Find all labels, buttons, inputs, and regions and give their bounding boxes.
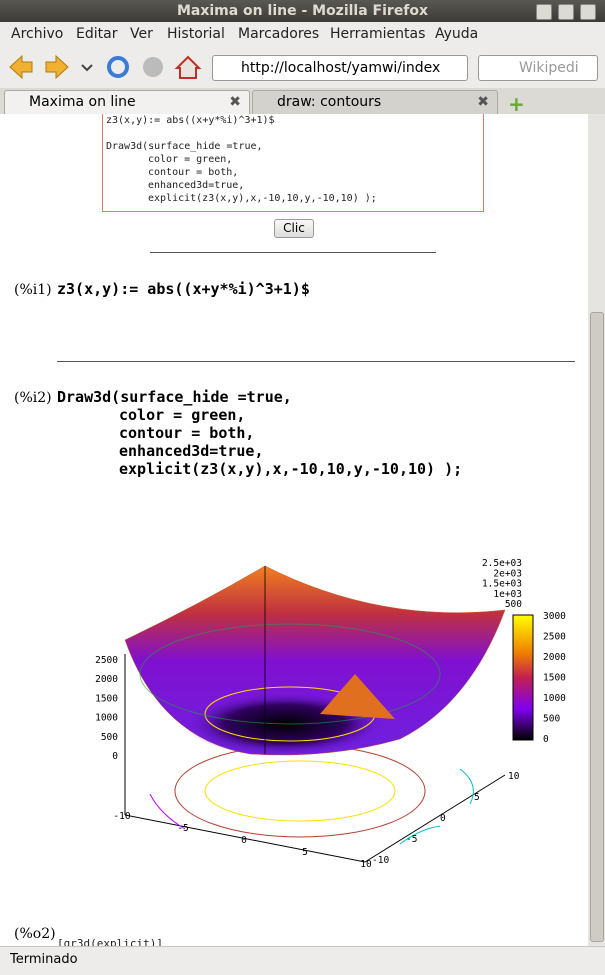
y-tick-label: -10 <box>372 855 389 866</box>
status-text: Terminado <box>10 952 78 967</box>
tab-close[interactable]: ✖ <box>477 94 489 110</box>
new-tab-button[interactable]: + <box>508 92 525 116</box>
tab-close[interactable]: ✖ <box>229 94 241 110</box>
menu-item[interactable]: Archivo <box>11 26 64 42</box>
plot-3d: 2500 2000 1500 1000 500 0 -10 -5 0 5 10 10 5 0 -5 -10 2.… <box>95 558 566 870</box>
code-line: explicit(z3(x,y),x,-10,10,y,-10,10) ); <box>119 460 463 478</box>
tab-title: Maxima on line <box>29 94 136 110</box>
colorbar <box>512 614 534 741</box>
url-bar[interactable]: http://localhost/yamwi/index <box>212 55 468 81</box>
separator <box>57 361 575 362</box>
y-tick-label: 5 <box>474 792 480 803</box>
output-label: (%o2) <box>14 926 56 942</box>
colorbar-label: 0 <box>543 734 549 745</box>
code-line: Draw3d(surface_hide =true, <box>57 388 292 406</box>
search-engine: Wikipedi <box>519 60 579 76</box>
z-tick-label: 1000 <box>95 713 118 724</box>
contour-key-label: 1e+03 <box>493 589 522 600</box>
colorbar-label: 1000 <box>543 693 566 704</box>
menu-bar: Archivo Editar Ver Historial Marcadores … <box>0 22 605 46</box>
home-button[interactable] <box>174 55 202 79</box>
back-button[interactable] <box>9 54 33 80</box>
code-line: z3(x,y):= abs((x+y*%i)^3+1)$ <box>57 280 310 298</box>
scrollbar[interactable] <box>588 114 605 946</box>
contour-key-label: 500 <box>505 599 522 610</box>
z-tick-label: 1500 <box>95 693 118 704</box>
editor-line: z3(x,y):= abs((x+y*%i)^3+1)$ <box>106 115 275 126</box>
z-tick-label: 2500 <box>95 655 118 666</box>
menu-item[interactable]: Editar <box>76 26 118 42</box>
y-tick-label: 10 <box>508 771 520 782</box>
minimize-button[interactable] <box>536 4 552 20</box>
colorbar-label: 2500 <box>543 632 566 643</box>
x-tick-label: 5 <box>302 847 308 858</box>
editor-line: color = green, <box>148 154 233 165</box>
plot-floor <box>124 654 506 863</box>
menu-item[interactable]: Historial <box>167 26 225 42</box>
menu-item[interactable]: Ayuda <box>435 26 479 42</box>
menu-item[interactable]: Ver <box>130 26 153 42</box>
output-text: [gr3d(explicit)] <box>57 937 163 946</box>
code-line: color = green, <box>119 406 246 424</box>
x-tick-label: 0 <box>241 835 247 846</box>
maximize-button[interactable] <box>558 4 574 20</box>
tab[interactable]: Maxima on line ✖ <box>4 90 250 115</box>
x-tick-label: 10 <box>360 859 372 870</box>
forward-button[interactable] <box>45 54 69 80</box>
y-tick-label: -5 <box>406 834 417 845</box>
editor-line: Draw3d(surface_hide =true, <box>106 141 263 152</box>
stop-button[interactable] <box>143 57 163 77</box>
menu-item[interactable]: Herramientas <box>330 26 426 42</box>
history-dropdown[interactable] <box>81 64 93 72</box>
colorbar-label: 1500 <box>543 673 566 684</box>
code-editor[interactable]: z3(x,y):= abs((x+y*%i)^3+1)$ Draw3d(surf… <box>102 114 484 212</box>
separator <box>150 252 436 253</box>
contour-key-label: 2e+03 <box>493 568 522 579</box>
z-tick-label: 2000 <box>95 674 118 685</box>
surface <box>124 565 506 756</box>
x-tick-label: -5 <box>177 823 188 834</box>
tab[interactable]: draw: contours ✖ <box>252 90 498 115</box>
z-tick-label: 500 <box>101 732 118 743</box>
editor-line: enhanced3d=true, <box>148 180 245 191</box>
x-tick-label: -10 <box>113 811 130 822</box>
reload-button[interactable] <box>107 56 129 78</box>
colorbar-label: 2000 <box>543 652 566 663</box>
contour-key-label: 1.5e+03 <box>482 579 522 590</box>
menu-item[interactable]: Marcadores <box>238 26 320 42</box>
z-tick-label: 0 <box>112 751 118 762</box>
code-line: contour = both, <box>119 424 255 442</box>
search-bar[interactable]: Wikipedi <box>478 55 598 81</box>
tab-title: draw: contours <box>277 94 382 110</box>
editor-line: explicit(z3(x,y),x,-10,10,y,-10,10) ); <box>148 193 377 204</box>
input-label: (%i2) <box>14 390 52 406</box>
url-text: http://localhost/yamwi/index <box>241 60 441 76</box>
status-bar: Terminado <box>0 946 605 975</box>
page-content: z3(x,y):= abs((x+y*%i)^3+1)$ Draw3d(surf… <box>0 114 588 946</box>
title-bar: Maxima on line - Mozilla Firefox <box>0 0 605 22</box>
colorbar-label: 500 <box>543 714 560 725</box>
code-line: enhanced3d=true, <box>119 442 264 460</box>
editor-line: contour = both, <box>148 167 239 178</box>
window-title: Maxima on line - Mozilla Firefox <box>176 3 429 19</box>
scroll-thumb[interactable] <box>590 312 604 942</box>
toolbar-icons <box>9 54 202 80</box>
colorbar-label: 3000 <box>543 611 566 622</box>
contour-key-label: 2.5e+03 <box>482 558 522 569</box>
y-tick-label: 0 <box>440 813 446 824</box>
input-label: (%i1) <box>14 282 52 298</box>
close-button[interactable] <box>580 4 596 20</box>
submit-button[interactable]: Clic <box>274 219 314 238</box>
